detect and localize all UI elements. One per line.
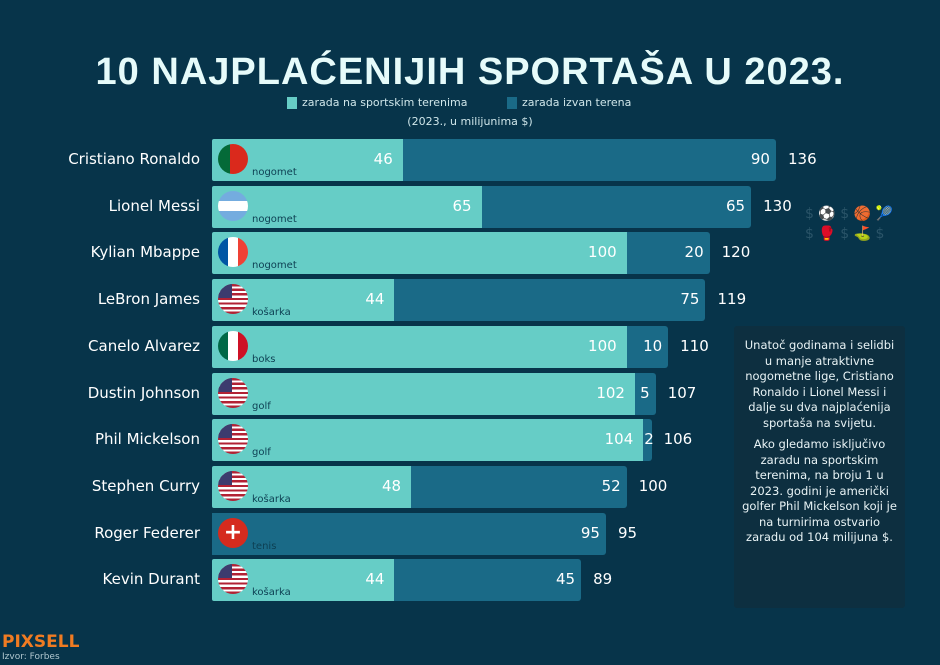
sport-label: golf xyxy=(252,400,271,412)
bar-off-field xyxy=(394,279,706,322)
bar-row: Canelo Alvarez boks 100 10 110 xyxy=(0,325,940,368)
bar-off-field xyxy=(643,419,652,462)
france-flag-icon xyxy=(218,237,248,268)
switzerland-flag-icon: + xyxy=(218,517,248,548)
athlete-name: Canelo Alvarez xyxy=(88,336,200,355)
bar-row: Stephen Curry košarka 48 52 100 xyxy=(0,465,940,508)
sports-money-icon: $ ⚽ $ 🏀 🎾 $ 🥊 $ ⛳ $ xyxy=(805,206,893,242)
bar-off-field xyxy=(626,232,710,275)
source-label: Izvor: Forbes xyxy=(2,652,60,662)
value-on-field: 46 xyxy=(373,150,393,168)
note-paragraph: Unatoč godinama i selidbi u manje atrakt… xyxy=(744,338,895,430)
sport-label: nogomet xyxy=(252,167,297,178)
value-off-field: 75 xyxy=(680,290,700,309)
athlete-name: Lionel Messi xyxy=(108,196,200,215)
total-value: 95 xyxy=(617,523,638,542)
athlete-name: Phil Mickelson xyxy=(94,430,200,449)
bar-off-field xyxy=(212,512,606,555)
value-on-field: 65 xyxy=(452,196,472,215)
total-value: 100 xyxy=(638,476,668,495)
bar-on-field xyxy=(212,232,627,275)
legend-item-on: zarada na sportskim terenima xyxy=(287,96,467,109)
athlete-name: Kevin Durant xyxy=(102,570,200,589)
bar-off-field xyxy=(402,139,776,181)
value-off-field: 95 xyxy=(580,523,600,542)
unit-label: (2023., u milijunima $) xyxy=(407,115,533,128)
value-on-field: 100 xyxy=(588,243,617,262)
bar-off-field xyxy=(394,559,582,602)
total-value: 106 xyxy=(663,430,693,449)
sport-label: košarka xyxy=(252,307,291,319)
value-on-field: 48 xyxy=(381,476,402,495)
value-off-field: 5 xyxy=(640,383,650,402)
athlete-name: Stephen Curry xyxy=(91,476,200,495)
sport-label: nogomet xyxy=(252,260,297,272)
page-title: 10 NAJPLAĆENIJIH SPORTAŠA U 2023. xyxy=(95,51,845,93)
total-value: 136 xyxy=(787,150,817,168)
pixsell-logo: PIXSELL xyxy=(2,632,80,652)
usa-flag-icon xyxy=(218,377,248,408)
value-off-field: 10 xyxy=(643,336,663,355)
usa-flag-icon xyxy=(218,564,248,595)
total-value: 110 xyxy=(680,336,709,355)
sport-label: košarka xyxy=(252,587,291,599)
value-on-field: 100 xyxy=(588,336,617,355)
total-value: 130 xyxy=(763,196,792,215)
usa-flag-icon xyxy=(218,424,248,455)
value-on-field: 104 xyxy=(604,430,634,449)
sport-label: košarka xyxy=(252,493,291,505)
portugal-flag-icon xyxy=(218,144,248,174)
bar-row: LeBron James košarka 44 75 119 xyxy=(0,279,940,322)
note-paragraph: Ako gledamo isključivo zaradu na sportsk… xyxy=(742,437,897,544)
usa-flag-icon xyxy=(218,284,248,315)
value-on-field: 102 xyxy=(596,383,625,402)
value-off-field: 65 xyxy=(726,196,746,215)
mexico-flag-icon xyxy=(218,330,248,361)
bar-off-field xyxy=(411,465,627,508)
legend-label: zarada na sportskim terenima xyxy=(302,96,468,109)
athlete-name: Roger Federer xyxy=(94,523,200,542)
value-on-field: 44 xyxy=(365,290,385,309)
bar-row: Kylian Mbappe nogomet 100 20 120 xyxy=(0,232,940,275)
bar-off-field xyxy=(481,185,752,228)
athlete-name: LeBron James xyxy=(97,290,200,309)
bar-row: Kevin Durant košarka 44 45 89 xyxy=(0,559,940,602)
total-value: 107 xyxy=(667,383,697,402)
athlete-name: Kylian Mbappe xyxy=(90,243,200,262)
legend-swatch xyxy=(287,96,297,109)
value-off-field: 52 xyxy=(601,476,621,495)
bar-row: Roger Federer + tenis 95 95 xyxy=(0,512,940,555)
bar-off-field xyxy=(626,325,669,368)
total-value: 89 xyxy=(593,570,613,589)
bar-row: Lionel Messi nogomet 65 65 130 xyxy=(0,185,940,228)
bar-on-field xyxy=(212,185,482,228)
total-value: 119 xyxy=(717,290,747,309)
note-box: Unatoč godinama i selidbi u manje atrakt… xyxy=(734,326,905,608)
bar-on-field xyxy=(212,419,644,462)
bar-off-field xyxy=(634,372,656,415)
bar-on-field xyxy=(212,325,627,368)
value-off-field: 20 xyxy=(684,243,704,262)
legend-swatch xyxy=(507,96,517,109)
legend-item-off: zarada izvan terena xyxy=(507,96,631,109)
bar-on-field xyxy=(212,372,635,415)
athlete-name: Cristiano Ronaldo xyxy=(68,150,200,168)
bar-row: Dustin Johnson golf 102 5 107 xyxy=(0,372,940,415)
legend-label: zarada izvan terena xyxy=(522,96,632,109)
value-off-field: 90 xyxy=(750,150,770,168)
value-on-field: 44 xyxy=(365,570,385,589)
value-off-field: 45 xyxy=(555,570,576,589)
value-off-field: 2 xyxy=(644,430,654,449)
sport-label: golf xyxy=(252,447,271,459)
sport-label: boks xyxy=(252,353,276,365)
sport-label: tenis xyxy=(252,540,277,552)
athlete-name: Dustin Johnson xyxy=(87,383,200,402)
bar-row: Phil Mickelson golf 104 2 106 xyxy=(0,419,940,462)
sport-label: nogomet xyxy=(252,213,297,225)
bar-row: Cristiano Ronaldo nogomet 46 90 136 xyxy=(0,139,940,181)
argentina-flag-icon xyxy=(218,190,248,221)
usa-flag-icon xyxy=(218,470,248,501)
total-value: 120 xyxy=(721,243,751,262)
